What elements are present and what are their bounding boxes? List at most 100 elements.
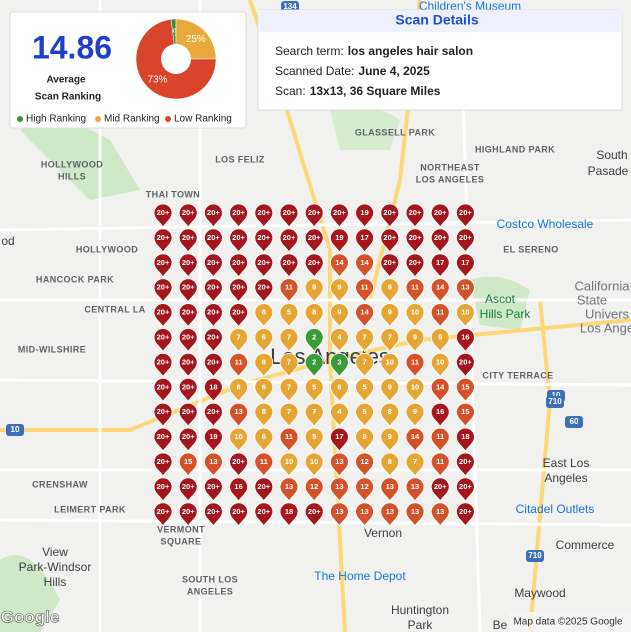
pie-label: 2% — [167, 28, 182, 39]
rank-label: 9 — [388, 308, 392, 317]
rank-pin — [405, 377, 425, 403]
rank-label: 17 — [360, 233, 368, 242]
rank-label: 7 — [363, 357, 367, 366]
detail-value: June 4, 2025 — [358, 64, 430, 78]
rank-grid: 20+ 20+ 20+ 20+ 20+ 20+ 20+ 20+ 19 20+ 20+ 20+ 20+ 20… — [153, 203, 475, 527]
rank-pin — [304, 253, 324, 278]
rank-label: 13 — [234, 407, 242, 416]
place-label: Hills Park — [480, 307, 532, 321]
rank-pin — [229, 228, 249, 253]
rank-pin — [153, 353, 173, 378]
rank-pin — [430, 452, 450, 477]
average-rank: 14.86 — [32, 29, 112, 65]
rank-label: 15 — [461, 407, 469, 416]
rank-label: 8 — [388, 407, 392, 416]
rank-pin — [153, 328, 173, 353]
rank-pin — [229, 377, 249, 403]
rank-pin — [153, 377, 173, 403]
rank-label: 17 — [461, 258, 469, 267]
rank-label: 12 — [310, 482, 318, 491]
rank-pin — [355, 452, 375, 477]
rank-pin — [254, 203, 274, 228]
rank-pin — [304, 427, 324, 452]
average-label: Scan Ranking — [35, 92, 101, 103]
place-label: State — [577, 292, 607, 307]
rank-pin — [178, 328, 198, 353]
rank-pin — [355, 353, 375, 378]
rank-label: 10 — [285, 457, 293, 466]
rank-label: 15 — [461, 382, 469, 391]
rank-pin — [254, 502, 274, 527]
place-label: Pasade — [588, 164, 629, 178]
rank-label: 4 — [337, 407, 342, 416]
rank-label: 20+ — [409, 208, 422, 217]
place-label: SQUARE — [161, 536, 202, 546]
rank-label: 10 — [436, 357, 444, 366]
rank-pin — [153, 278, 173, 303]
rank-label: 7 — [388, 332, 392, 341]
rank-label: 20+ — [157, 507, 170, 516]
rank-label: 13 — [436, 507, 444, 516]
rank-pin — [153, 253, 173, 278]
rank-label: 20+ — [383, 208, 396, 217]
rank-label: 13 — [461, 283, 469, 292]
place-label: Park — [408, 618, 434, 632]
place-label: SOUTH LOS — [182, 574, 238, 584]
shield — [6, 424, 24, 436]
rank-pin — [355, 303, 375, 328]
rank-pin — [229, 502, 249, 527]
details: Search term: los angeles hair salon Scanne… — [275, 44, 473, 98]
rank-pin — [254, 228, 274, 253]
place-label: EL SERENO — [503, 244, 558, 254]
rank-pin — [405, 303, 425, 328]
rank-pin — [229, 452, 249, 477]
rank-label: 20+ — [182, 507, 195, 516]
place-label: od — [1, 234, 14, 248]
rank-label: 11 — [411, 357, 419, 366]
rank-label: 14 — [436, 382, 445, 391]
rank-label: 20+ — [182, 283, 195, 292]
rank-pin — [430, 253, 450, 278]
rank-pin — [455, 477, 475, 502]
legend-label: Mid Ranking — [104, 114, 160, 125]
rank-label: 9 — [337, 283, 341, 292]
rank-label: 14 — [360, 258, 369, 267]
legend-label: Low Ranking — [174, 114, 232, 125]
place-label: Citadel Outlets — [516, 502, 595, 516]
rank-pin — [304, 328, 324, 353]
rank-label: 20+ — [232, 457, 245, 466]
legend: High Ranking Mid Ranking Low Ranking — [17, 114, 232, 125]
rank-pin — [279, 353, 299, 378]
rank-label: 20+ — [383, 233, 396, 242]
rank-label: 19 — [209, 432, 217, 441]
rank-label: 20+ — [283, 233, 296, 242]
rank-label: 20+ — [232, 258, 245, 267]
rank-pin — [380, 228, 400, 253]
average-label: Average — [46, 75, 86, 86]
rank-label: 5 — [363, 407, 367, 416]
rank-label: 13 — [411, 507, 419, 516]
rank-label: 14 — [360, 308, 369, 317]
rank-label: 20+ — [409, 258, 422, 267]
rank-label: 20+ — [182, 432, 195, 441]
rank-pin — [304, 477, 324, 502]
rank-pin — [203, 203, 223, 228]
rank-pin — [254, 427, 274, 452]
rank-pin — [430, 328, 450, 353]
rank-pin — [355, 328, 375, 353]
rank-label: 20+ — [434, 208, 447, 217]
rank-pin — [380, 353, 400, 378]
rank-pin — [455, 303, 475, 328]
rank-pin — [405, 228, 425, 253]
rank-label: 2 — [312, 332, 316, 341]
rank-label: 6 — [262, 382, 266, 391]
rank-pin — [380, 477, 400, 502]
rank-label: 5 — [312, 432, 316, 441]
rank-label: 11 — [436, 432, 444, 441]
rank-pin — [229, 303, 249, 328]
rank-pin — [455, 452, 475, 477]
rank-label: 20+ — [157, 482, 170, 491]
place-label: Hills — [44, 575, 67, 589]
rank-pin — [430, 402, 450, 427]
